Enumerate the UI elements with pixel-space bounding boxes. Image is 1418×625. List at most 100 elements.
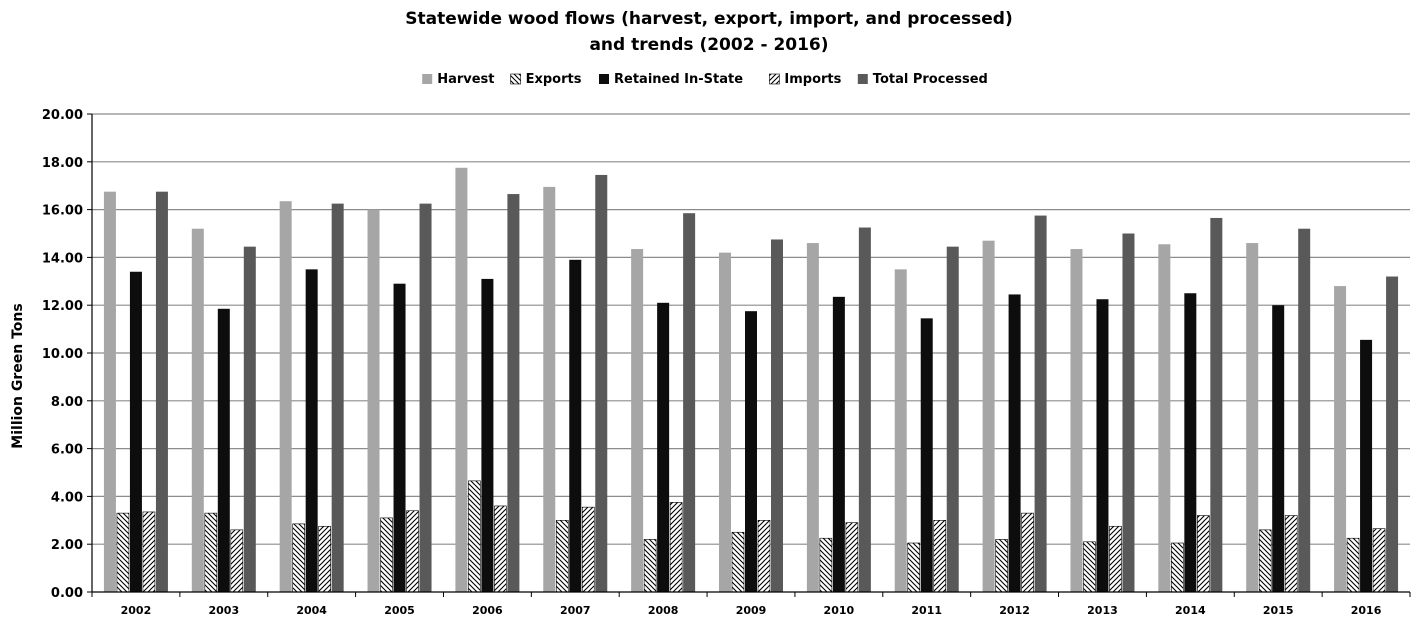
bar-exports-2006 (468, 480, 481, 593)
bar-harvest-2013 (1070, 249, 1083, 592)
bar-imports-2014 (1197, 515, 1210, 593)
y-tick-label: 10.00 (42, 347, 83, 362)
legend-swatch-exports (510, 73, 521, 85)
bar-exports-2016 (1346, 537, 1360, 593)
y-tick-label: 6.00 (51, 443, 83, 458)
bar-exports-2007 (555, 519, 569, 593)
bar-imports-2007 (581, 506, 595, 593)
legend-label-total-processed: Total Processed (873, 72, 988, 87)
bar-total-processed-2011 (946, 246, 959, 592)
bar-retained-in-state-2006 (481, 278, 494, 592)
chart-legend: Harvest Exports Retained In-State Imports To… (422, 72, 988, 87)
bar-retained-in-state-2011 (920, 318, 933, 592)
bar-imports-2010 (845, 522, 859, 593)
bar-imports-2002 (142, 511, 156, 593)
bar-exports-2015 (1258, 529, 1272, 593)
bar-harvest-2007 (543, 186, 556, 592)
x-tick-label: 2002 (121, 604, 152, 617)
bar-retained-in-state-2004 (305, 269, 318, 592)
bar-imports-2013 (1109, 525, 1122, 593)
x-tick-label: 2006 (472, 604, 503, 617)
bar-harvest-2016 (1334, 286, 1347, 592)
bar-total-processed-2013 (1122, 233, 1135, 592)
legend-label-exports: Exports (526, 72, 582, 87)
bar-exports-2013 (1083, 541, 1096, 593)
x-tick-label: 2010 (824, 604, 855, 617)
x-axis-ticks: 2002 2003 2004 2005 2006 2007 2008 2009 2010 2011… (91, 592, 1411, 617)
y-tick-label: 0.00 (51, 586, 83, 601)
bar-harvest-2006 (455, 167, 468, 592)
x-tick-label: 2013 (1087, 604, 1118, 617)
bar-total-processed-2012 (1034, 215, 1047, 592)
bar-harvest-2009 (719, 252, 731, 592)
legend-label-imports: Imports (784, 72, 841, 87)
bar-harvest-2004 (279, 201, 292, 593)
bar-retained-in-state-2009 (745, 311, 757, 592)
bar-imports-2016 (1372, 528, 1386, 593)
x-tick-label: 2009 (736, 604, 767, 617)
bar-exports-2010 (819, 537, 833, 593)
bar-imports-2005 (406, 510, 419, 593)
bar-imports-2003 (230, 529, 244, 593)
y-tick-label: 14.00 (42, 251, 83, 266)
bar-exports-2011 (907, 542, 921, 593)
x-tick-label: 2007 (560, 604, 591, 617)
x-tick-label: 2011 (911, 604, 942, 617)
bar-harvest-2005 (367, 209, 380, 592)
chart-title-line2: and trends (2002 - 2016) (589, 35, 828, 55)
legend-swatch-harvest (422, 74, 433, 84)
bar-exports-2004 (292, 523, 305, 593)
legend-label-retained-in-state: Retained In-State (614, 72, 743, 87)
y-tick-label: 20.00 (42, 108, 83, 123)
bar-total-processed-2008 (683, 213, 696, 592)
bar-retained-in-state-2010 (832, 296, 845, 592)
bar-total-processed-2005 (419, 203, 432, 592)
x-tick-label: 2004 (296, 604, 327, 617)
bar-harvest-2015 (1246, 243, 1259, 592)
y-tick-label: 8.00 (51, 395, 83, 410)
bar-total-processed-2002 (155, 191, 168, 593)
bar-exports-2002 (116, 512, 130, 593)
bar-imports-2015 (1284, 515, 1298, 593)
x-tick-label: 2012 (999, 604, 1030, 617)
bar-retained-in-state-2013 (1096, 299, 1109, 592)
bar-total-processed-2006 (507, 194, 520, 592)
bar-total-processed-2014 (1210, 217, 1223, 592)
bar-exports-2012 (995, 539, 1008, 593)
axes (91, 114, 1410, 593)
bar-harvest-2010 (806, 243, 819, 592)
bar-harvest-2014 (1158, 244, 1171, 592)
bar-total-processed-2015 (1298, 228, 1311, 592)
legend-label-harvest: Harvest (437, 72, 494, 87)
y-axis-label: Million Green Tons (10, 303, 26, 448)
bar-retained-in-state-2012 (1008, 294, 1021, 592)
x-tick-label: 2005 (384, 604, 415, 617)
y-axis-ticks: 0.00 2.00 4.00 6.00 8.00 10.00 12.00 14.00 16.00… (42, 108, 92, 601)
bar-total-processed-2016 (1386, 276, 1399, 592)
y-tick-label: 4.00 (51, 490, 83, 505)
bar-retained-in-state-2016 (1360, 339, 1373, 592)
bar-exports-2003 (204, 512, 218, 593)
chart-title-line1: Statewide wood flows (harvest, export, i… (405, 9, 1013, 29)
bar-exports-2008 (643, 539, 657, 593)
bar-total-processed-2003 (243, 246, 256, 592)
y-tick-label: 16.00 (42, 204, 83, 219)
bar-harvest-2002 (103, 191, 116, 593)
bar-imports-2006 (494, 505, 507, 593)
x-tick-label: 2015 (1263, 604, 1294, 617)
bar-harvest-2003 (191, 228, 204, 592)
bar-retained-in-state-2008 (657, 302, 670, 592)
bar-total-processed-2010 (858, 227, 871, 592)
x-tick-label: 2003 (208, 604, 239, 617)
x-tick-label: 2014 (1175, 604, 1206, 617)
y-tick-label: 2.00 (51, 538, 83, 553)
bar-imports-2009 (757, 519, 771, 593)
x-tick-label: 2008 (648, 604, 679, 617)
x-tick-label: 2016 (1351, 604, 1382, 617)
bar-imports-2012 (1021, 512, 1034, 593)
bar-exports-2014 (1171, 542, 1184, 593)
y-tick-label: 18.00 (42, 156, 83, 171)
bar-total-processed-2007 (595, 174, 608, 592)
y-tick-label: 12.00 (42, 299, 83, 314)
